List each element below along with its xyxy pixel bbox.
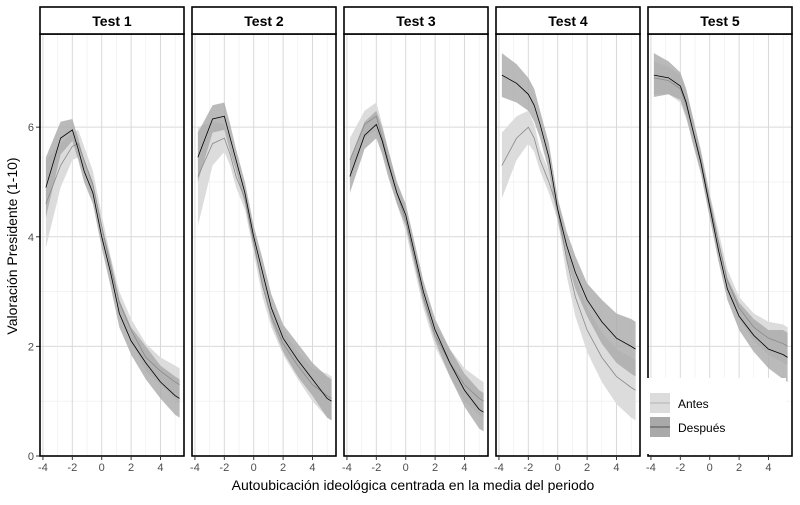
legend-label-antes: Antes bbox=[678, 397, 709, 411]
line-despues bbox=[501, 74, 636, 350]
y-axis-label: Valoración Presidente (1-10) bbox=[4, 157, 20, 334]
facets-layer: 0 2 4 6 Test 1 -4 -2 0 2 4 Test 2 -4 -2 0 2 4 Test 3 -4 -2… bbox=[28, 6, 793, 474]
facet-title: Test 3 bbox=[396, 13, 436, 29]
x-tick-label: 2 bbox=[584, 462, 590, 474]
confidence-band-despues bbox=[501, 53, 636, 377]
x-tick-label: -4 bbox=[342, 462, 352, 474]
legend: Antes Después bbox=[646, 378, 786, 454]
facet-panel: Test 4 -4 -2 0 2 4 bbox=[494, 6, 641, 474]
x-tick-label: 4 bbox=[613, 462, 619, 474]
line-despues bbox=[349, 123, 484, 413]
facet-panel: Test 2 -4 -2 0 2 4 bbox=[190, 6, 337, 474]
x-tick-label: -4 bbox=[190, 462, 200, 474]
confidence-band-antes bbox=[45, 129, 180, 404]
x-tick-label: 2 bbox=[280, 462, 286, 474]
facet-strip bbox=[191, 6, 337, 35]
x-tick-label: 0 bbox=[251, 462, 257, 474]
legend-background bbox=[646, 378, 786, 454]
line-despues bbox=[197, 115, 332, 402]
facet-title: Test 1 bbox=[92, 13, 132, 29]
facet-panel: Test 1 -4 -2 0 2 4 bbox=[38, 6, 185, 474]
x-tick-label: 2 bbox=[736, 462, 742, 474]
y-tick-label: 2 bbox=[28, 341, 34, 353]
confidence-band-despues bbox=[349, 110, 484, 432]
line-antes bbox=[501, 126, 636, 391]
x-tick-label: -2 bbox=[371, 462, 381, 474]
y-tick-label: 4 bbox=[28, 232, 34, 244]
x-tick-label: 4 bbox=[765, 462, 771, 474]
line-antes bbox=[653, 77, 788, 347]
legend-label-despues: Después bbox=[678, 421, 725, 435]
facet-title: Test 4 bbox=[548, 13, 588, 29]
facet-strip bbox=[647, 6, 793, 35]
line-antes bbox=[45, 143, 180, 386]
facet-title: Test 5 bbox=[700, 13, 740, 29]
x-tick-label: 0 bbox=[403, 462, 409, 474]
x-tick-label: -4 bbox=[38, 462, 48, 474]
facet-strip bbox=[343, 6, 489, 35]
x-axis-label: Autoubicación ideológica centrada en la … bbox=[232, 477, 595, 493]
facet-strip bbox=[39, 6, 185, 35]
x-tick-label: -2 bbox=[675, 462, 685, 474]
x-tick-label: -2 bbox=[67, 462, 77, 474]
confidence-band-antes bbox=[653, 61, 788, 366]
facet-title: Test 2 bbox=[244, 13, 284, 29]
x-tick-label: 0 bbox=[99, 462, 105, 474]
y-tick-label: 6 bbox=[28, 122, 34, 134]
x-tick-label: 0 bbox=[555, 462, 561, 474]
x-tick-label: -4 bbox=[646, 462, 656, 474]
line-despues bbox=[653, 74, 788, 358]
line-antes bbox=[349, 115, 484, 402]
x-tick-label: 4 bbox=[157, 462, 163, 474]
facet-strip bbox=[495, 6, 641, 35]
x-tick-label: 2 bbox=[128, 462, 134, 474]
x-tick-label: -2 bbox=[219, 462, 229, 474]
x-tick-label: 2 bbox=[432, 462, 438, 474]
x-tick-label: 4 bbox=[461, 462, 467, 474]
x-tick-label: 4 bbox=[309, 462, 315, 474]
x-tick-label: -4 bbox=[494, 462, 504, 474]
facet-panel: Test 3 -4 -2 0 2 4 bbox=[342, 6, 489, 474]
confidence-band-despues bbox=[653, 53, 788, 383]
line-despues bbox=[45, 129, 180, 399]
x-tick-label: -2 bbox=[523, 462, 533, 474]
y-tick-label: 0 bbox=[28, 451, 34, 463]
line-antes bbox=[197, 137, 332, 399]
x-tick-label: 0 bbox=[707, 462, 713, 474]
